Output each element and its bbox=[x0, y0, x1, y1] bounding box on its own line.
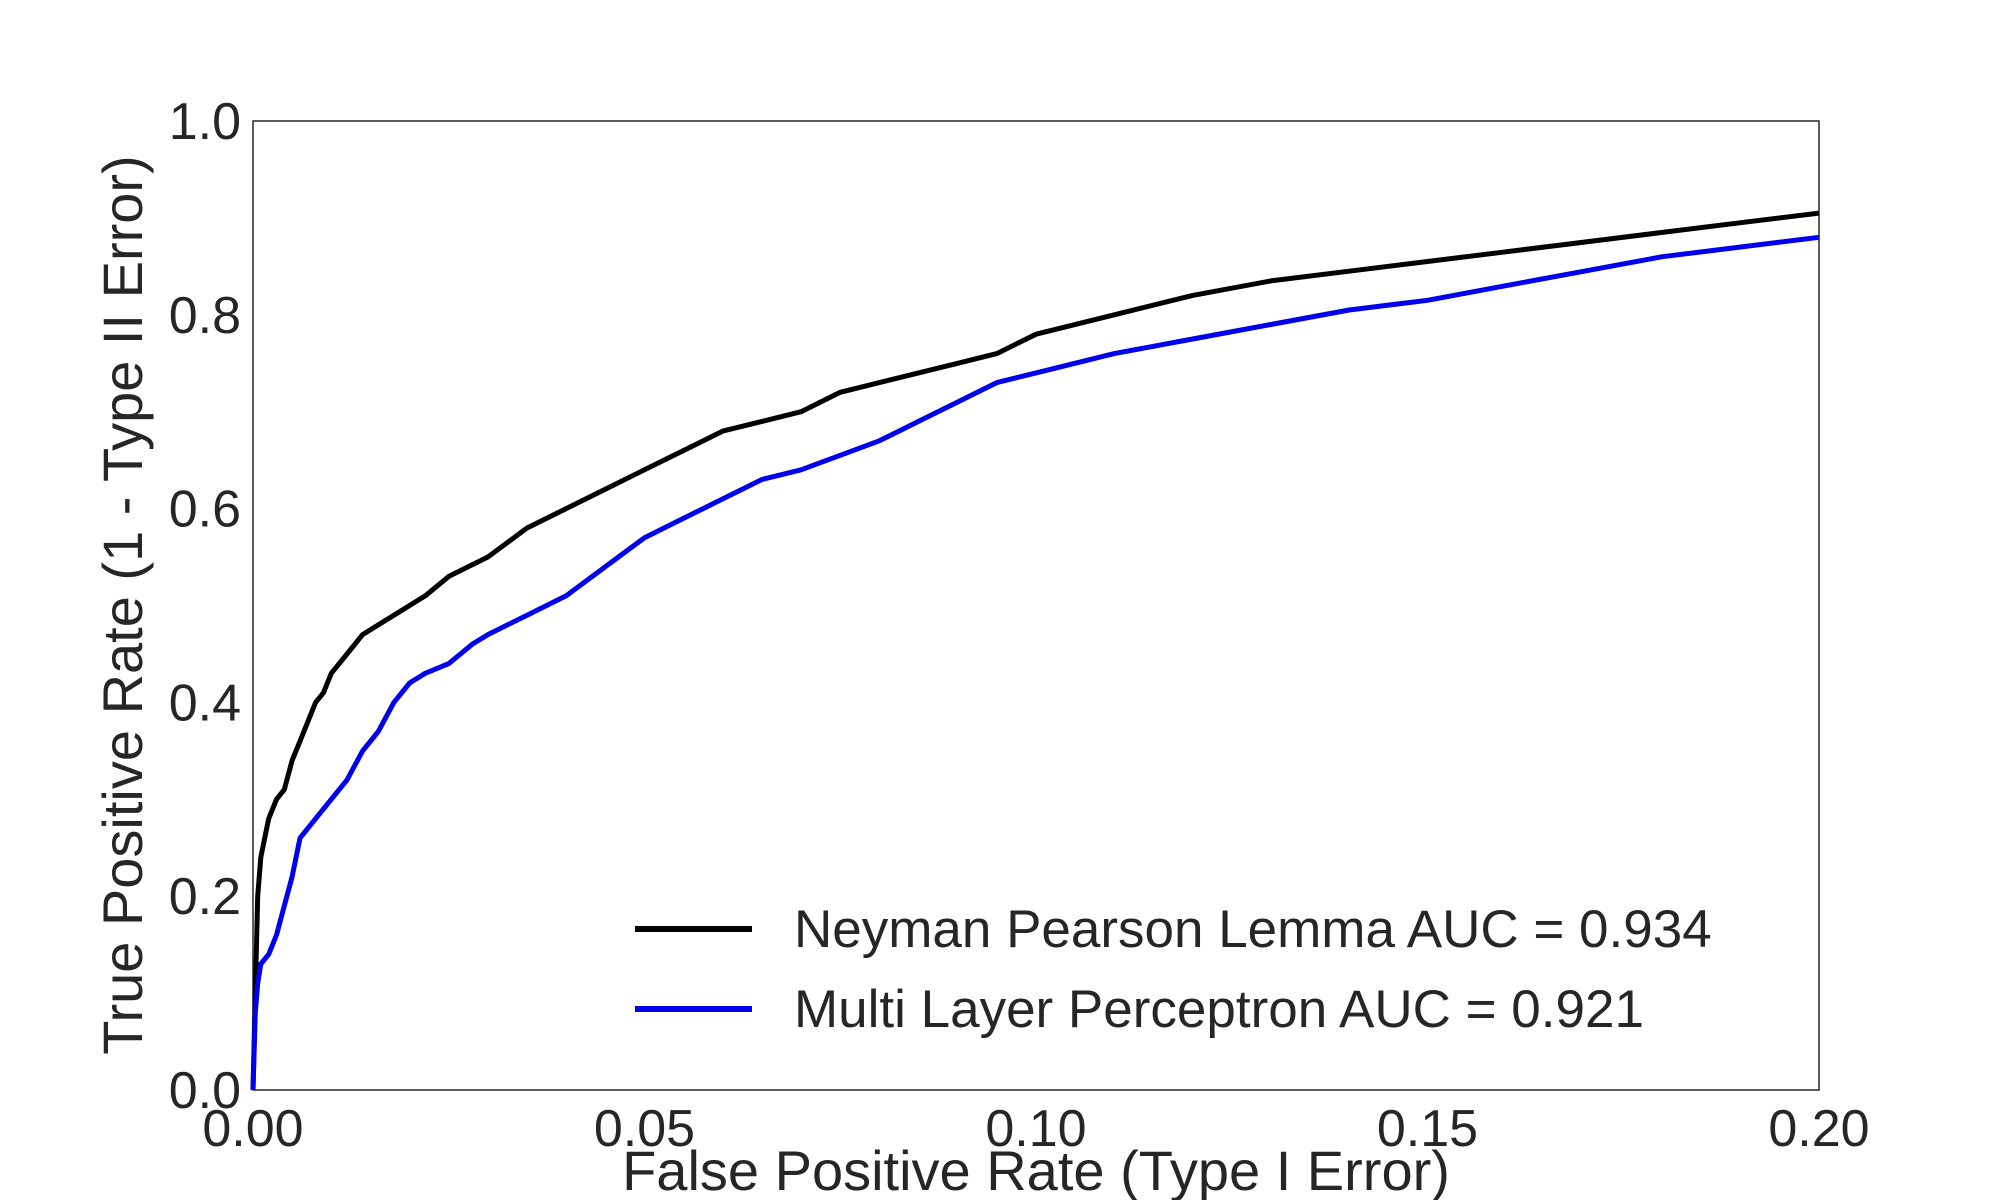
x-axis-label: False Positive Rate (Type I Error) bbox=[622, 1139, 1450, 1200]
y-axis-label: True Positive Rate (1 - Type II Error) bbox=[91, 155, 154, 1054]
y-tick-label: 0.2 bbox=[169, 868, 241, 926]
x-tick-label: 0.00 bbox=[202, 1100, 303, 1158]
x-tick-label: 0.05 bbox=[594, 1100, 695, 1158]
series-line-neyman-pearson bbox=[250, 210, 1820, 1091]
x-tick-label: 0.20 bbox=[1768, 1100, 1869, 1158]
y-tick-label: 0.4 bbox=[169, 674, 241, 732]
y-tick-label: 0.6 bbox=[169, 481, 241, 539]
legend-label-neyman-pearson: Neyman Pearson Lemma AUC = 0.934 bbox=[794, 900, 1712, 959]
legend: Neyman Pearson Lemma AUC = 0.934 Multi L… bbox=[635, 900, 1712, 1039]
x-tick-label: 0.15 bbox=[1377, 1100, 1478, 1158]
y-tick-label: 1.0 bbox=[169, 93, 241, 151]
x-ticks: 0.00 0.05 0.10 0.15 0.20 bbox=[202, 1100, 1869, 1158]
series-layer bbox=[250, 210, 1820, 1091]
legend-label-mlp: Multi Layer Perceptron AUC = 0.921 bbox=[794, 980, 1644, 1039]
y-tick-label: 0.8 bbox=[169, 287, 241, 345]
plot-frame bbox=[252, 120, 1820, 1091]
y-tick-label: 0.0 bbox=[169, 1062, 241, 1120]
x-tick-label: 0.10 bbox=[985, 1100, 1086, 1158]
y-ticks: 0.0 0.2 0.4 0.6 0.8 1.0 bbox=[169, 93, 241, 1120]
series-line-mlp bbox=[250, 234, 1820, 1091]
